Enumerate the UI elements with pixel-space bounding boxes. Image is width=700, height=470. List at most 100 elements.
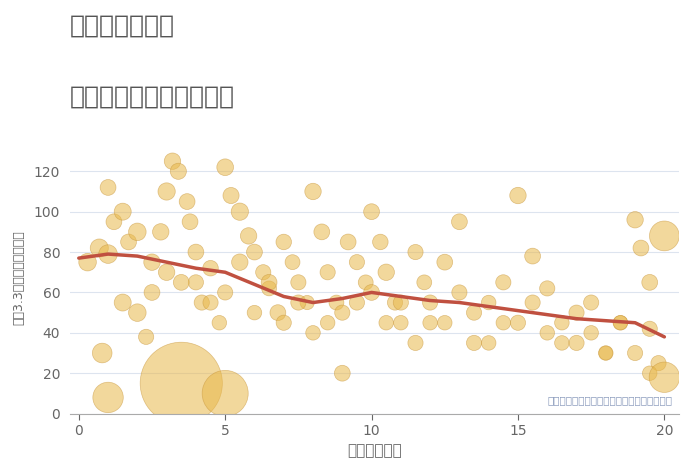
Point — [117, 299, 128, 306]
Point — [644, 279, 655, 286]
Point — [498, 279, 509, 286]
Point — [322, 319, 333, 327]
Point — [184, 218, 195, 226]
Point — [167, 157, 178, 165]
Point — [155, 228, 167, 235]
Point — [316, 228, 328, 235]
Point — [351, 299, 363, 306]
Point — [225, 192, 237, 199]
Point — [190, 248, 202, 256]
Point — [615, 319, 626, 327]
Point — [454, 218, 465, 226]
Text: 円の大きさは、取引のあった物件面積を示す: 円の大きさは、取引のあった物件面積を示す — [548, 395, 673, 406]
Point — [556, 319, 568, 327]
Point — [659, 374, 670, 381]
Point — [454, 289, 465, 296]
Text: 愛知県愛西市の: 愛知県愛西市の — [70, 14, 175, 38]
Point — [181, 198, 193, 205]
Point — [389, 299, 400, 306]
Point — [220, 390, 231, 397]
Point — [161, 188, 172, 195]
Point — [249, 309, 260, 316]
Point — [600, 349, 611, 357]
Point — [205, 299, 216, 306]
Point — [234, 208, 246, 215]
Point — [424, 299, 435, 306]
X-axis label: 駅距離（分）: 駅距離（分） — [347, 444, 402, 459]
Point — [395, 319, 407, 327]
Point — [586, 299, 597, 306]
Point — [512, 319, 524, 327]
Point — [82, 258, 93, 266]
Point — [468, 309, 480, 316]
Point — [146, 258, 158, 266]
Point — [205, 265, 216, 272]
Point — [571, 339, 582, 347]
Point — [542, 285, 553, 292]
Point — [234, 258, 246, 266]
Point — [102, 251, 113, 258]
Point — [176, 380, 187, 387]
Point — [644, 369, 655, 377]
Text: 駅距離別中古戸建て価格: 駅距離別中古戸建て価格 — [70, 85, 235, 109]
Point — [293, 299, 304, 306]
Point — [381, 268, 392, 276]
Point — [342, 238, 354, 246]
Point — [97, 349, 108, 357]
Point — [196, 299, 207, 306]
Point — [351, 258, 363, 266]
Point — [542, 329, 553, 337]
Point — [629, 349, 641, 357]
Point — [337, 369, 348, 377]
Point — [302, 299, 313, 306]
Point — [293, 279, 304, 286]
Point — [410, 339, 421, 347]
Point — [337, 309, 348, 316]
Point — [483, 339, 494, 347]
Point — [527, 299, 538, 306]
Point — [571, 309, 582, 316]
Point — [629, 216, 641, 224]
Point — [424, 319, 435, 327]
Point — [263, 285, 274, 292]
Point — [287, 258, 298, 266]
Point — [395, 299, 407, 306]
Point — [117, 208, 128, 215]
Point — [586, 329, 597, 337]
Point — [653, 360, 664, 367]
Point — [439, 258, 450, 266]
Point — [419, 279, 430, 286]
Point — [141, 333, 152, 341]
Point — [322, 268, 333, 276]
Point — [468, 339, 480, 347]
Point — [498, 319, 509, 327]
Point — [220, 164, 231, 171]
Y-axis label: 坪（3.3㎡）単価（万円）: 坪（3.3㎡）単価（万円） — [13, 230, 26, 325]
Point — [94, 244, 105, 252]
Point — [527, 252, 538, 260]
Point — [410, 248, 421, 256]
Point — [176, 279, 187, 286]
Point — [220, 289, 231, 296]
Point — [132, 228, 143, 235]
Point — [307, 188, 318, 195]
Point — [102, 394, 113, 401]
Point — [366, 289, 377, 296]
Point — [659, 232, 670, 240]
Point — [278, 319, 289, 327]
Point — [381, 319, 392, 327]
Point — [123, 238, 134, 246]
Point — [439, 319, 450, 327]
Point — [258, 268, 269, 276]
Point — [374, 238, 386, 246]
Point — [263, 279, 274, 286]
Point — [512, 192, 524, 199]
Point — [307, 329, 318, 337]
Point — [600, 349, 611, 357]
Point — [161, 268, 172, 276]
Point — [272, 309, 284, 316]
Point — [556, 339, 568, 347]
Point — [132, 309, 143, 316]
Point — [214, 319, 225, 327]
Point — [243, 232, 254, 240]
